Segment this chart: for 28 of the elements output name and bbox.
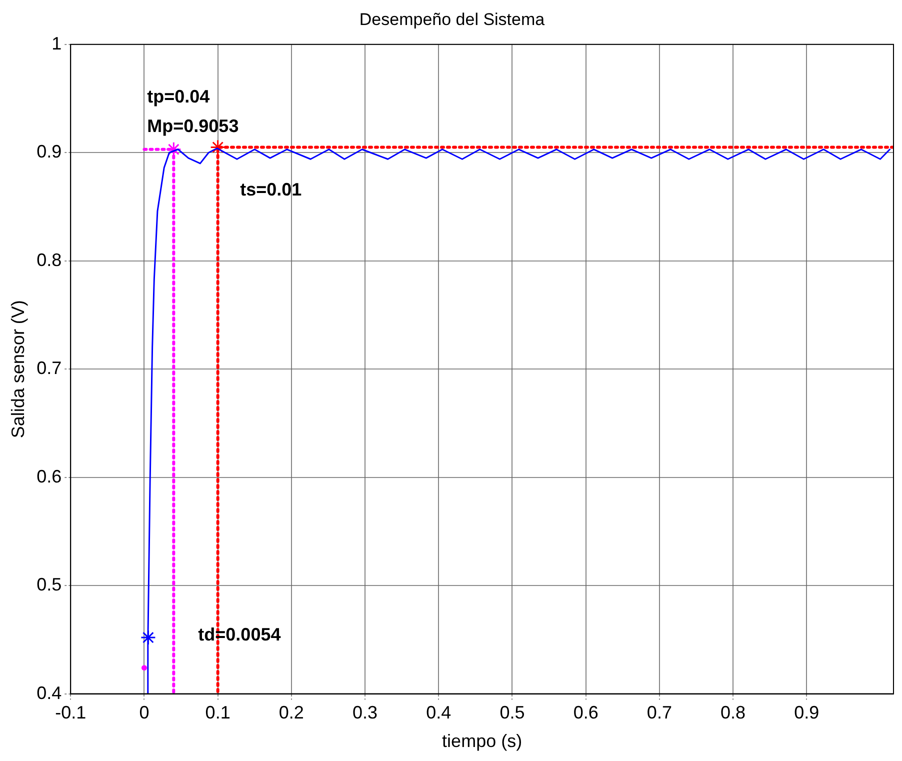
- y-tick-label: 0.8: [36, 250, 62, 270]
- x-tick-label: 0.8: [720, 702, 746, 723]
- x-tick-label: 0: [139, 702, 150, 723]
- point: [210, 139, 226, 155]
- x-tick-label: 0.5: [500, 702, 525, 723]
- annotation: tp=0.04: [147, 86, 210, 107]
- point: [140, 630, 156, 646]
- x-tick-label: 0.6: [573, 702, 598, 723]
- y-tick-label: 0.7: [36, 358, 62, 378]
- x-tick-label: 0.4: [426, 702, 452, 723]
- x-tick-label: 0.1: [205, 702, 230, 723]
- annotation: ts=0.01: [240, 179, 302, 200]
- point: [141, 665, 147, 671]
- x-tick-label: 0.7: [646, 702, 672, 723]
- y-tick-label: 0.9: [36, 142, 62, 162]
- y-axis-title: Salida sensor (V): [8, 300, 28, 438]
- y-tick-label: 0.5: [36, 574, 62, 595]
- annotation: td=0.0054: [198, 624, 281, 644]
- x-tick-label: 0.2: [278, 702, 304, 723]
- chart-title: Desempeño del Sistema: [359, 10, 546, 29]
- x-tick-label: 0.3: [352, 702, 378, 723]
- y-tick-label: 0.4: [36, 682, 62, 703]
- annotation: Mp=0.9053: [147, 116, 239, 136]
- x-tick-label: -0.1: [55, 702, 86, 723]
- y-tick-label: 1: [52, 33, 62, 54]
- x-tick-label: 0.9: [794, 702, 820, 723]
- x-axis-title: tiempo (s): [442, 731, 522, 752]
- y-tick-label: 0.6: [36, 466, 62, 486]
